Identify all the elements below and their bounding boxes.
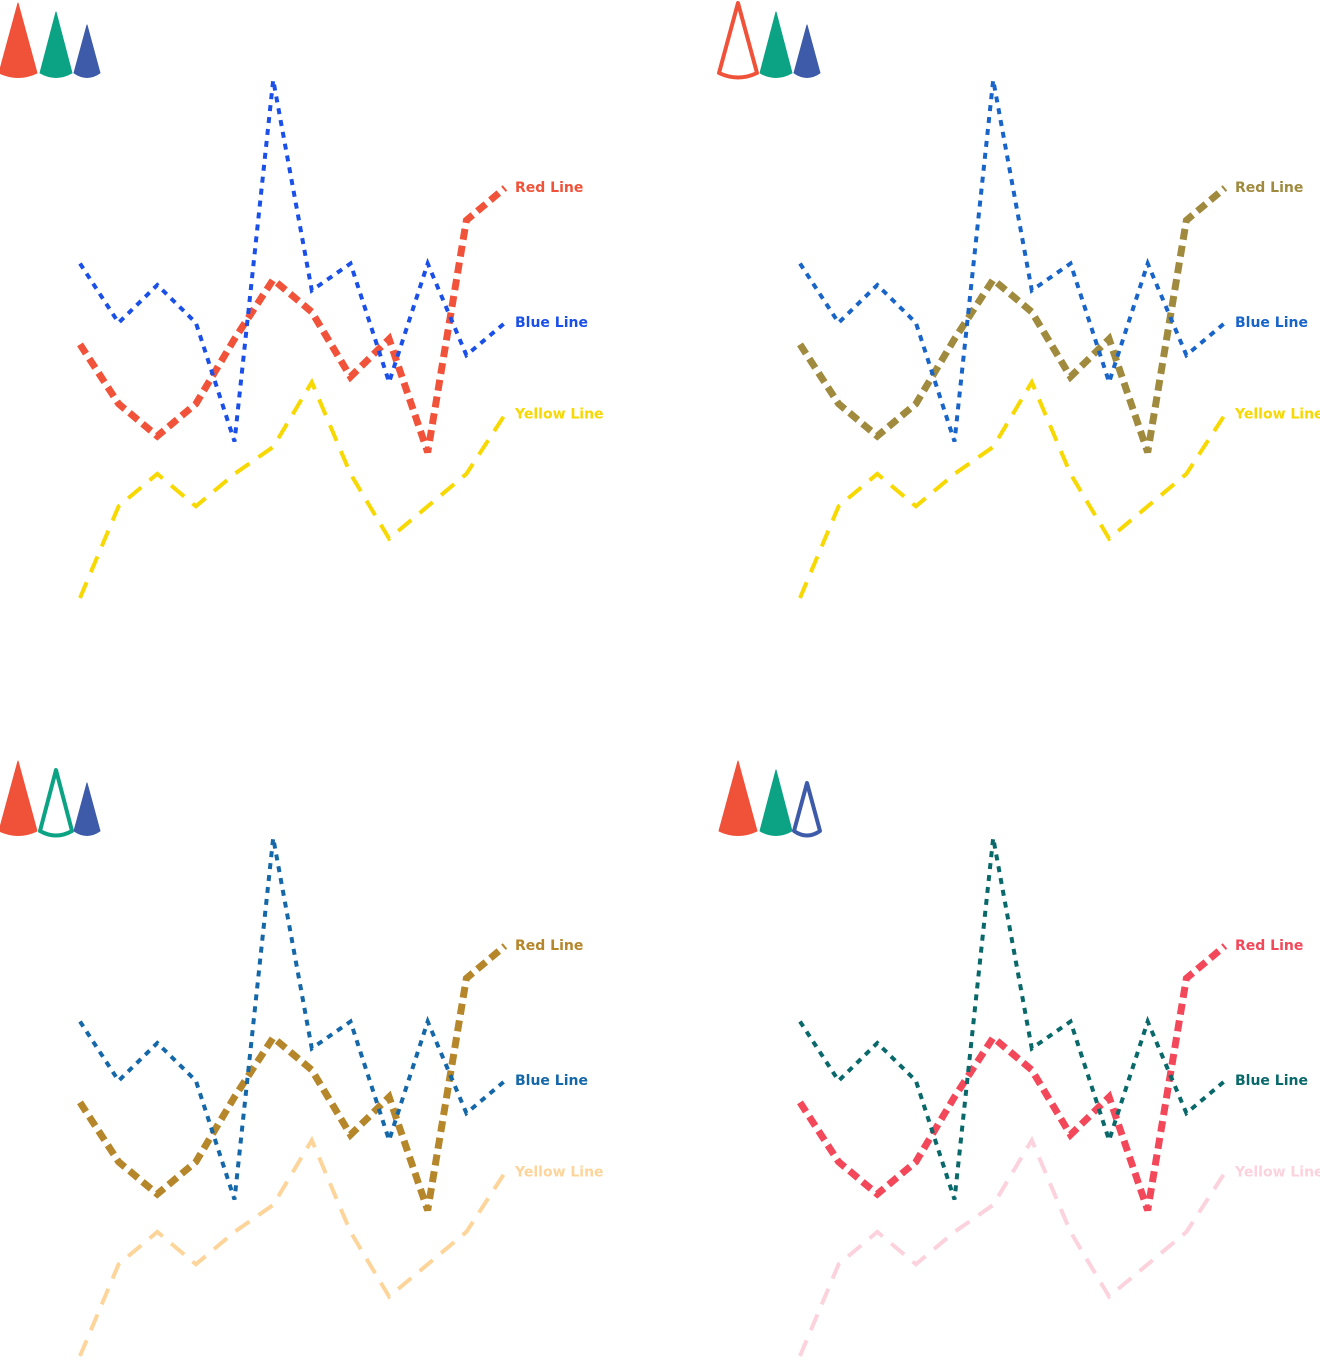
toggle-icon[interactable] (38, 768, 74, 838)
chart-panel: Red Line Blue Line Yellow Line (0, 2, 604, 599)
series-label: Blue Line (1235, 1073, 1308, 1089)
toggle-icon[interactable] (759, 11, 793, 78)
series-line (77, 943, 508, 1212)
toggle-icon[interactable] (0, 2, 38, 78)
series-line (78, 377, 507, 599)
toggle-icon[interactable] (73, 782, 101, 836)
series-label: Blue Line (515, 1073, 588, 1089)
toggle-icon[interactable] (717, 1, 759, 80)
series-label: Yellow Line (1234, 1165, 1320, 1181)
series-line (798, 1135, 1227, 1357)
toggle-icon[interactable] (718, 760, 758, 836)
series-label: Yellow Line (514, 1165, 604, 1181)
toggle-icon[interactable] (793, 24, 821, 78)
toggle-icon[interactable] (39, 11, 73, 78)
series-label: Red Line (1235, 938, 1303, 954)
chart-panel: Red Line Blue Line Yellow Line (717, 1, 1320, 599)
series-line (78, 1135, 507, 1357)
series-line (797, 943, 1228, 1212)
series-label: Yellow Line (514, 407, 604, 423)
toggle-icon[interactable] (759, 769, 793, 836)
series-label: Red Line (515, 180, 583, 196)
toggle-icon[interactable] (73, 24, 101, 78)
toggle-icon[interactable] (792, 781, 822, 838)
series-label: Red Line (515, 938, 583, 954)
series-label: Red Line (1235, 180, 1303, 196)
chart-panel: Red Line Blue Line Yellow Line (0, 760, 604, 1357)
toggle-icon[interactable] (0, 760, 38, 836)
series-line (797, 185, 1228, 454)
series-label: Blue Line (1235, 315, 1308, 331)
series-label: Blue Line (515, 315, 588, 331)
series-line (77, 185, 508, 454)
series-line (798, 377, 1227, 599)
chart-panel: Red Line Blue Line Yellow Line (718, 760, 1320, 1357)
series-label: Yellow Line (1234, 407, 1320, 423)
